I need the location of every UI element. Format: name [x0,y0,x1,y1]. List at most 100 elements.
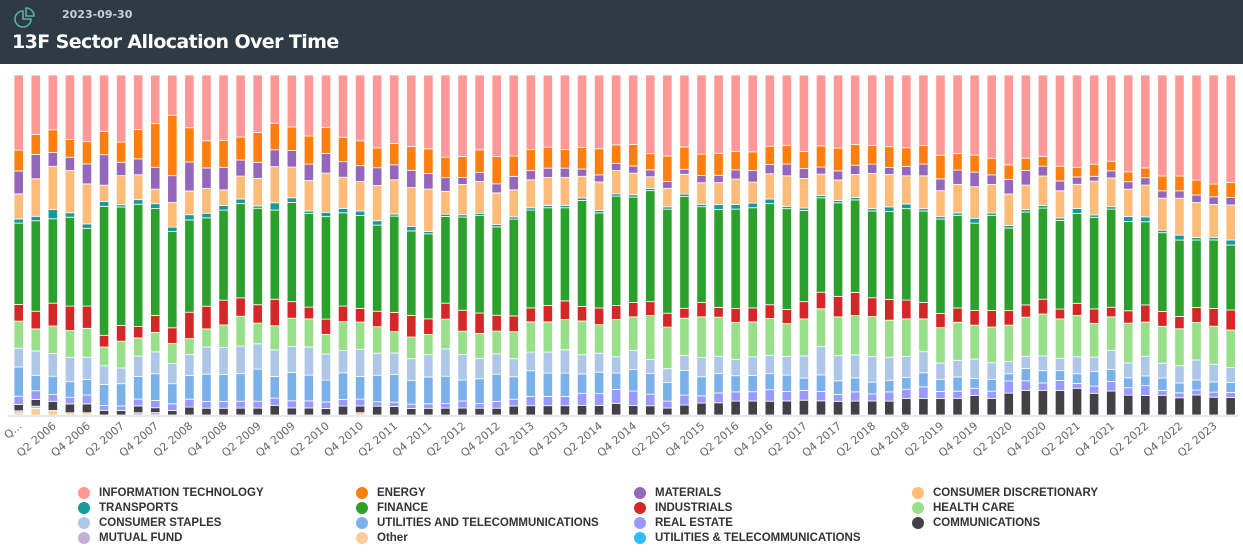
bar-segment-real-estate[interactable] [1225,392,1236,398]
bar-segment-finance[interactable] [662,208,673,314]
bar-segment-finance[interactable] [354,215,366,309]
bar-segment-real-estate[interactable] [542,395,553,407]
bar-segment-materials[interactable] [423,173,434,190]
bar-segment-industrials[interactable] [320,318,332,335]
legend-item-utilities-and-telecommunications[interactable]: UTILITIES AND TELECOMMUNICATIONS [356,515,599,530]
bar-segment-industrials[interactable] [747,307,758,323]
bar-segment-materials[interactable] [167,175,178,203]
bar-segment-consumer-staples[interactable] [713,355,724,374]
bar-segment-health-care[interactable] [81,327,93,358]
bar-segment-utilities-and-telecommunications[interactable] [969,378,980,389]
bar-segment-energy[interactable] [986,157,997,176]
bar-segment-finance[interactable] [303,212,314,308]
bar-segment-consumer-discretionary[interactable] [1106,177,1117,208]
bar-segment-real-estate[interactable] [81,394,93,405]
bar-segment-transports[interactable] [372,220,383,226]
bar-segment-information-technology[interactable] [730,74,741,152]
bar-segment-consumer-staples[interactable] [815,346,827,376]
bar-segment-materials[interactable] [184,161,195,192]
bar-segment-other[interactable] [30,407,41,416]
bar-segment-information-technology[interactable] [1174,74,1185,177]
bar-segment-consumer-discretionary[interactable] [713,182,724,206]
bar-q3-2018[interactable] [884,74,895,416]
bar-segment-utilities-and-telecommunications[interactable] [320,379,332,403]
bar-segment-information-technology[interactable] [150,74,161,124]
bar-segment-energy[interactable] [952,153,963,171]
bar-segment-communications[interactable] [884,400,895,416]
bar-segment-utilities-and-telecommunications[interactable] [559,372,571,397]
bar-segment-utilities-and-telecommunications[interactable] [133,376,144,400]
bar-segment-transports[interactable] [969,217,980,224]
bar-segment-consumer-staples[interactable] [747,356,758,376]
bar-segment-energy[interactable] [167,114,178,177]
bar-segment-energy[interactable] [184,127,195,163]
bar-segment-real-estate[interactable] [269,397,280,406]
bar-segment-real-estate[interactable] [252,400,263,409]
bar-q4-2013[interactable] [559,74,571,416]
bar-segment-real-estate[interactable] [389,401,400,407]
bar-segment-communications[interactable] [218,407,229,416]
bar-segment-communications[interactable] [1106,390,1117,416]
bar-segment-utilities-and-telecommunications[interactable] [1106,369,1117,382]
bar-segment-health-care[interactable] [286,317,297,347]
bar-segment-information-technology[interactable] [30,74,41,136]
bar-segment-consumer-staples[interactable] [13,347,24,368]
bar-segment-communications[interactable] [13,404,24,412]
bar-segment-health-care[interactable] [1191,322,1202,361]
bar-q4-2010[interactable] [354,74,366,416]
bar-segment-consumer-discretionary[interactable] [1071,183,1083,209]
bar-segment-information-technology[interactable] [764,74,775,147]
legend-item-finance[interactable]: FINANCE [356,500,428,515]
bar-segment-real-estate[interactable] [440,403,451,409]
bar-segment-information-technology[interactable] [867,74,878,146]
bar-segment-materials[interactable] [576,168,588,177]
bar-segment-transports[interactable] [286,197,297,203]
bar-segment-industrials[interactable] [1020,304,1031,318]
bar-segment-health-care[interactable] [167,343,178,364]
bar-segment-real-estate[interactable] [201,400,212,409]
bar-segment-health-care[interactable] [559,319,571,351]
bar-segment-industrials[interactable] [150,315,161,333]
bar-q1-2021[interactable] [1054,74,1066,416]
bar-segment-consumer-staples[interactable] [1054,357,1066,372]
bar-segment-materials[interactable] [1020,170,1031,186]
bar-q1-2009[interactable] [235,74,246,416]
bar-segment-transports[interactable] [730,204,741,210]
bar-segment-communications[interactable] [832,400,844,416]
bar-segment-utilities-and-telecommunications[interactable] [235,373,246,402]
bar-segment-health-care[interactable] [952,321,963,361]
bar-segment-industrials[interactable] [884,298,895,321]
bar-segment-consumer-discretionary[interactable] [730,178,741,205]
bar-segment-consumer-discretionary[interactable] [286,166,297,199]
bar-segment-energy[interactable] [1106,160,1117,172]
bar-segment-information-technology[interactable] [491,74,502,157]
bar-q2-2012[interactable] [457,74,468,416]
bar-q1-2022[interactable] [1123,74,1134,416]
bar-segment-industrials[interactable] [901,299,912,320]
bar-segment-consumer-staples[interactable] [628,349,639,370]
bar-segment-health-care[interactable] [1020,316,1031,357]
bar-segment-energy[interactable] [645,153,656,171]
bar-segment-industrials[interactable] [867,297,878,317]
bar-segment-communications[interactable] [1140,395,1151,416]
bar-segment-consumer-staples[interactable] [1003,361,1014,375]
bar-q2-2021[interactable] [1071,74,1083,416]
bar-q4-2022[interactable] [1174,74,1185,416]
bar-segment-health-care[interactable] [252,322,263,345]
bar-segment-consumer-discretionary[interactable] [116,175,127,206]
bar-segment-communications[interactable] [1071,387,1083,416]
bar-segment-information-technology[interactable] [218,74,229,141]
bar-segment-materials[interactable] [764,164,775,175]
bar-segment-finance[interactable] [423,233,434,320]
bar-segment-health-care[interactable] [491,330,502,355]
bar-segment-communications[interactable] [235,407,246,416]
bar-segment-finance[interactable] [884,211,895,300]
bar-segment-communications[interactable] [593,405,605,416]
bar-segment-information-technology[interactable] [184,74,195,129]
bar-segment-consumer-discretionary[interactable] [969,186,980,219]
bar-segment-health-care[interactable] [832,316,844,357]
bar-segment-information-technology[interactable] [593,74,605,150]
bar-segment-consumer-staples[interactable] [406,358,417,381]
bar-segment-consumer-discretionary[interactable] [798,178,810,209]
bar-segment-finance[interactable] [269,209,280,300]
